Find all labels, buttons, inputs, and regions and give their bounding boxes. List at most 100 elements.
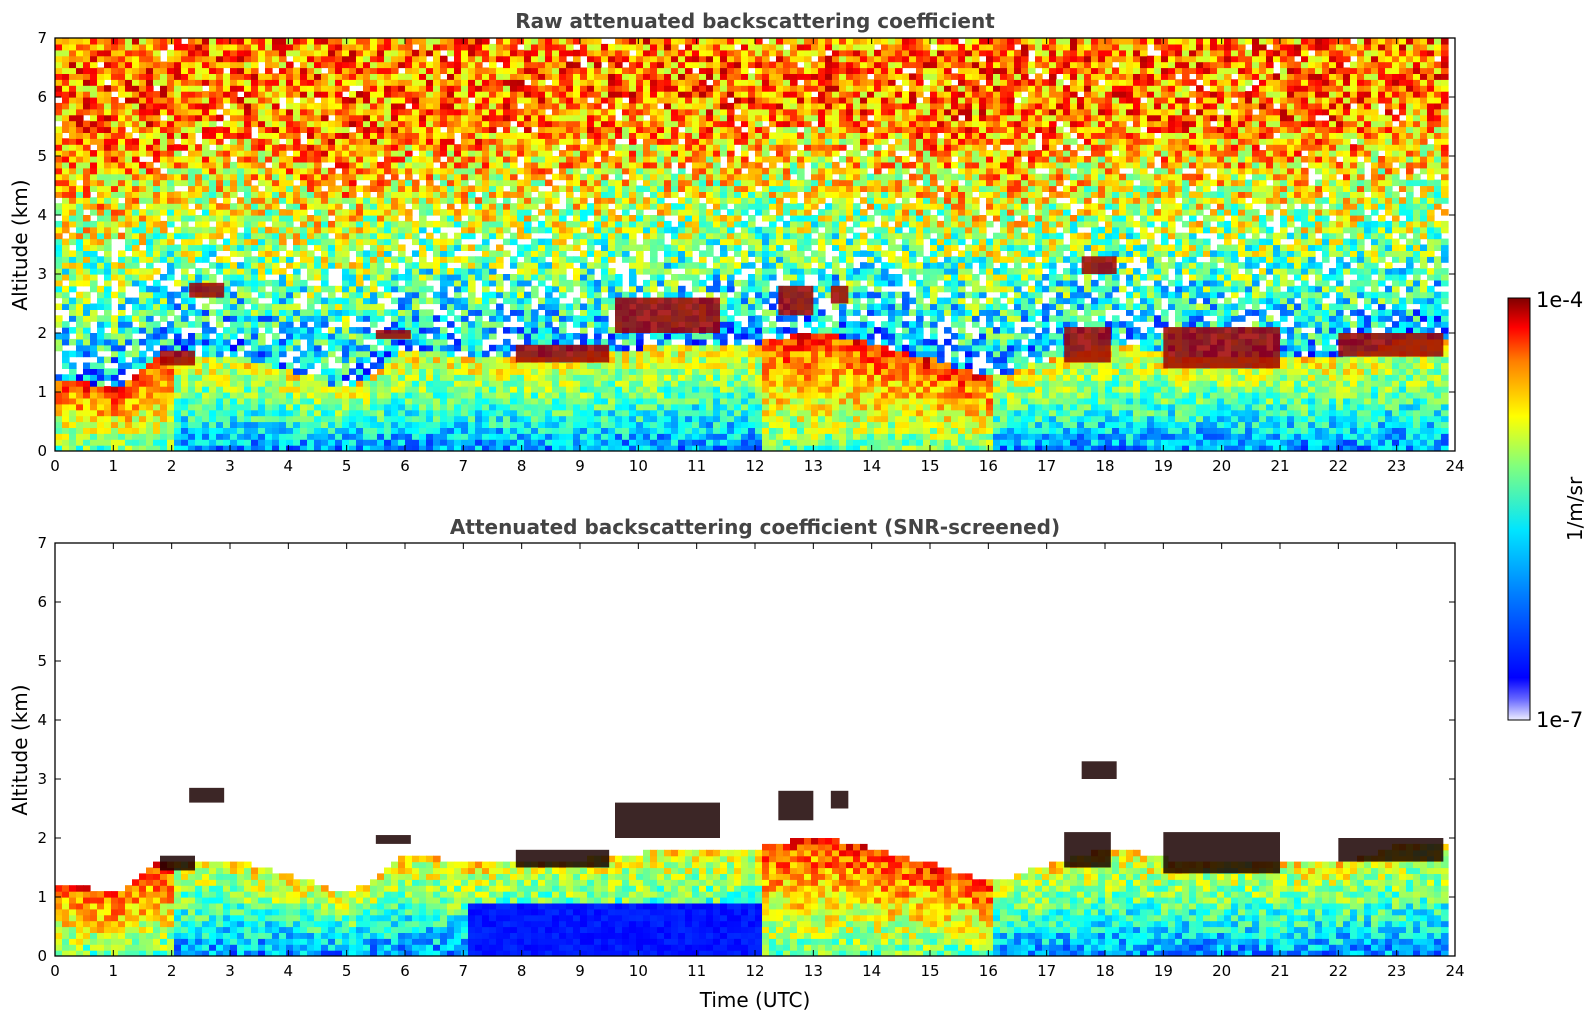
heatmap-cell [104,91,112,98]
heatmap-cell [118,327,126,334]
heatmap-cell [594,256,602,263]
heatmap-cell [76,185,84,192]
heatmap-cell [482,49,490,57]
heatmap-cell [475,321,483,328]
heatmap-cell [104,226,112,234]
heatmap-cell [440,132,448,139]
heatmap-cell [83,203,91,210]
heatmap-cell [188,303,196,310]
heatmap-cell [279,256,287,263]
heatmap-cell [258,97,266,104]
heatmap-cell [230,386,238,393]
heatmap-cell [370,102,378,110]
heatmap-cell [223,167,231,175]
heatmap-cell [146,220,154,228]
heatmap-cell [153,79,161,86]
heatmap-cell [307,67,315,74]
heatmap-cell [342,297,350,305]
heatmap-cell [230,445,238,451]
heatmap-cell [160,439,168,446]
heatmap-cell [62,427,70,434]
heatmap-cell [216,262,224,269]
heatmap-cell [391,197,399,204]
heatmap-cell [391,244,399,251]
heatmap-cell [293,73,301,80]
heatmap-cell [524,403,532,411]
heatmap-cell [272,97,280,104]
heatmap-cell [482,386,490,393]
heatmap-cell [125,132,133,139]
heatmap-cell [195,415,203,423]
heatmap-cell [272,403,280,411]
heatmap-cell [174,108,182,116]
heatmap-cell [370,262,378,269]
heatmap-cell [125,321,133,328]
heatmap-cell [524,250,532,257]
heatmap-cell [391,132,399,139]
heatmap-cell [538,415,546,423]
heatmap-cell [433,73,441,80]
heatmap-cell [55,303,63,310]
heatmap-cell [440,439,448,446]
heatmap-cell [384,433,392,440]
heatmap-cell [545,203,553,210]
heatmap-cell [517,374,525,381]
heatmap-cell [307,102,315,110]
heatmap-cell [566,415,574,423]
heatmap-cell [153,439,161,446]
heatmap-cell [426,102,434,110]
heatmap-cell [69,350,77,358]
heatmap-cell [377,220,385,228]
heatmap-cell [125,173,133,181]
heatmap-cell [153,150,161,157]
heatmap-cell [293,445,301,451]
heatmap-cell [454,43,462,51]
heatmap-cell [188,126,196,133]
heatmap-cell [419,108,427,116]
heatmap-cell [300,392,308,399]
heatmap-cell [286,362,294,369]
heatmap-cell [363,120,371,128]
heatmap-cell [314,191,322,198]
heatmap-cell [160,209,168,216]
heatmap-cell [286,215,294,222]
heatmap-cell [496,132,504,139]
heatmap-cell [237,156,245,163]
heatmap-cell [384,403,392,411]
heatmap-cell [195,268,203,275]
heatmap-cell [188,108,196,116]
heatmap-cell [426,203,434,210]
heatmap-cell [559,409,567,417]
heatmap-cell [286,161,294,169]
heatmap-cell [146,203,154,210]
heatmap-cell [356,126,364,133]
heatmap-cell [531,392,539,399]
heatmap-cell [398,397,406,405]
heatmap-cell [349,138,357,145]
heatmap-cell [538,144,546,151]
heatmap-cell [503,144,511,151]
heatmap-cell [461,79,469,86]
heatmap-cell [524,126,532,133]
heatmap-cell [356,291,364,299]
heatmap-cell [314,274,322,281]
heatmap-cell [426,356,434,364]
heatmap-cell [454,209,462,216]
heatmap-cell [461,126,469,133]
heatmap-cell [272,386,280,393]
heatmap-cell [342,415,350,423]
heatmap-cell [454,179,462,187]
heatmap-cell [482,309,490,316]
heatmap-cell [97,333,105,340]
heatmap-cell [328,415,336,423]
heatmap-cell [195,397,203,405]
heatmap-cell [69,256,77,263]
heatmap-cell [237,445,245,451]
heatmap-cell [223,43,231,51]
heatmap-cell [286,220,294,228]
heatmap-cell [272,415,280,423]
heatmap-cell [251,97,259,104]
heatmap-cell [202,274,210,281]
heatmap-cell [279,380,287,387]
heatmap-cell [104,368,112,375]
